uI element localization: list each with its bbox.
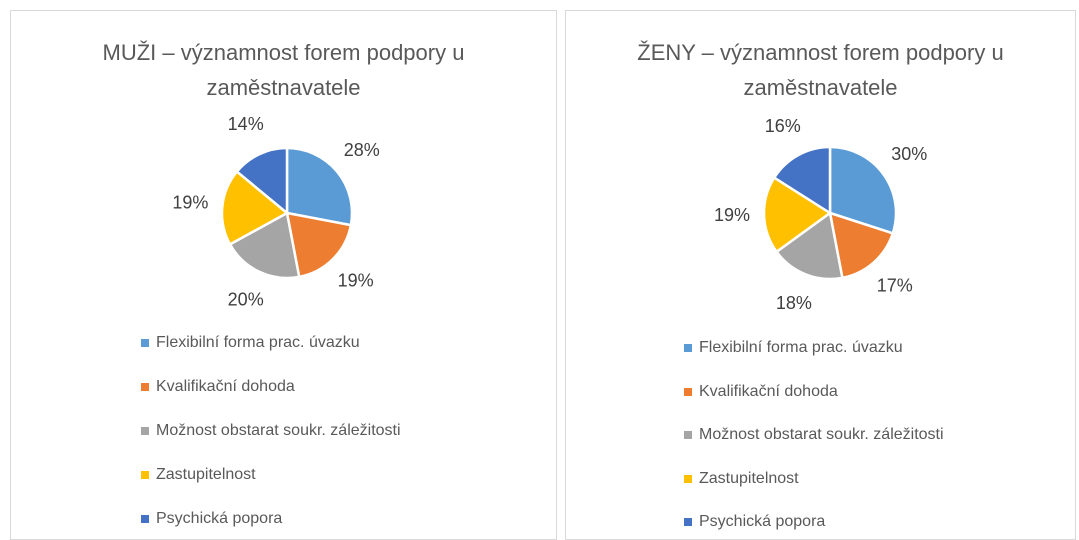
legend-label: Flexibilní forma prac. úvazku [699,339,903,356]
pie: 30% 17% 18% 19% 16% [714,116,927,313]
legend-item: Možnost obstarat soukr. záležitosti [684,426,944,444]
legend-swatch [684,431,692,439]
pie: 28% 19% 20% 19% 14% [172,114,380,310]
legend-item: Kvalifikační dohoda [684,383,838,401]
legend-item: Psychická popora [684,513,825,531]
legend-swatch [141,471,149,479]
legend-item: Možnost obstarat soukr. záležitosti [141,422,401,440]
data-label: 18% [776,293,812,313]
data-label: 19% [338,270,374,290]
legend-swatch [141,427,149,435]
pie-slice [285,211,353,279]
data-label: 14% [228,114,264,134]
legend-swatch [684,344,692,352]
pie-slice [828,145,898,235]
pie-slice [220,169,290,247]
legend-swatch [684,474,692,483]
pie-slice [228,211,301,280]
legend-label: Zastupitelnost [156,466,256,483]
pie-slice [235,146,289,216]
data-label: 20% [228,290,264,310]
legend-item: Psychická popora [141,510,282,528]
data-label: 28% [344,140,380,160]
legend-swatch [684,387,692,396]
legend-swatch [141,383,149,391]
legend-swatch [141,515,149,523]
chart-panel: MUŽI – významnost forem podpory u zaměst… [10,10,557,540]
legend-label: Psychická popora [699,513,826,530]
chart-panel: ŽENY – významnost forem podpory u zaměst… [565,10,1076,540]
legend-item: Kvalifikační dohoda [141,378,295,396]
data-label: 30% [891,144,927,164]
legend-label: Možnost obstarat soukr. záležitosti [699,426,944,443]
chart-title: MUŽI – významnost forem podpory u zaměst… [102,40,465,100]
data-label: 19% [714,205,750,225]
legend-label: Kvalifikační dohoda [156,378,295,395]
data-label: 19% [172,193,208,213]
legend-swatch [141,339,149,347]
legend-label: Kvalifikační dohoda [699,382,838,400]
legend-label: Možnost obstarat soukr. záležitosti [156,422,401,439]
legend-item: Zastupitelnost [141,466,256,484]
legend-swatch [684,518,692,526]
pie-slice [774,210,844,281]
legend-item: Flexibilní forma prac. úvazku [141,334,360,352]
pie-slice [285,146,354,227]
chart-title: ŽENY – významnost forem podpory u zaměst… [637,40,1004,100]
pie-slice [828,211,895,280]
legend-label: Zastupitelnost [699,469,799,487]
legend-item: Flexibilní forma prac. úvazku [684,339,903,357]
pie-slice [762,175,833,254]
legend-label: Psychická popora [156,510,283,527]
data-label: 17% [877,275,913,295]
legend-label: Flexibilní forma prac. úvazku [156,334,360,351]
pie-slice [772,145,832,216]
data-label: 16% [765,116,801,136]
legend-item: Zastupitelnost [684,470,799,488]
